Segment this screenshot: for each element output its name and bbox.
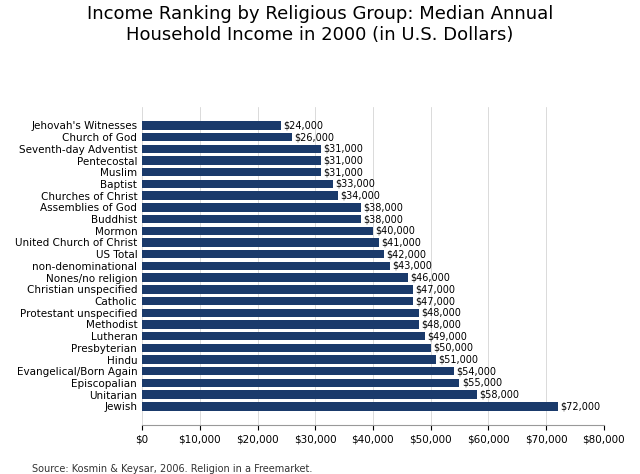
Text: $49,000: $49,000 [427,331,467,341]
Bar [142,168,321,176]
Bar [142,356,436,364]
Text: $46,000: $46,000 [410,273,450,283]
Text: $26,000: $26,000 [294,132,335,142]
Bar [142,227,373,235]
Text: $72,000: $72,000 [560,401,600,411]
Bar [142,332,425,340]
Bar [142,285,413,293]
Text: $51,000: $51,000 [438,355,479,365]
Bar [142,156,321,165]
Text: $38,000: $38,000 [364,214,404,224]
Bar [142,344,431,352]
Text: $33,000: $33,000 [335,179,374,189]
Bar [142,391,477,399]
Bar [142,309,419,317]
Bar [142,320,419,328]
Text: $58,000: $58,000 [479,390,519,400]
Text: $47,000: $47,000 [415,296,456,306]
Text: $48,000: $48,000 [421,308,461,318]
Bar [142,402,557,410]
Text: $34,000: $34,000 [340,191,380,201]
Text: $38,000: $38,000 [364,202,404,212]
Text: $48,000: $48,000 [421,319,461,329]
Bar [142,191,339,200]
Bar [142,180,333,188]
Bar [142,121,280,129]
Text: $31,000: $31,000 [323,144,363,154]
Bar [142,367,454,375]
Bar [142,250,385,258]
Text: $50,000: $50,000 [433,343,473,353]
Text: $40,000: $40,000 [375,226,415,236]
Bar [142,297,413,305]
Bar [142,203,362,211]
Text: $54,000: $54,000 [456,366,496,376]
Text: $41,000: $41,000 [381,237,421,247]
Text: Income Ranking by Religious Group: Median Annual
Household Income in 2000 (in U.: Income Ranking by Religious Group: Media… [87,5,553,44]
Bar [142,262,390,270]
Text: Source: Kosmin & Keysar, 2006. Religion in a Freemarket.: Source: Kosmin & Keysar, 2006. Religion … [32,464,312,474]
Bar [142,133,292,141]
Bar [142,145,321,153]
Bar [142,379,460,387]
Text: $31,000: $31,000 [323,167,363,177]
Text: $55,000: $55,000 [461,378,502,388]
Bar [142,273,408,282]
Bar [142,215,362,223]
Text: $31,000: $31,000 [323,155,363,165]
Text: $43,000: $43,000 [392,261,433,271]
Text: $24,000: $24,000 [283,120,323,130]
Text: $47,000: $47,000 [415,284,456,294]
Text: $42,000: $42,000 [387,249,427,259]
Bar [142,238,379,246]
